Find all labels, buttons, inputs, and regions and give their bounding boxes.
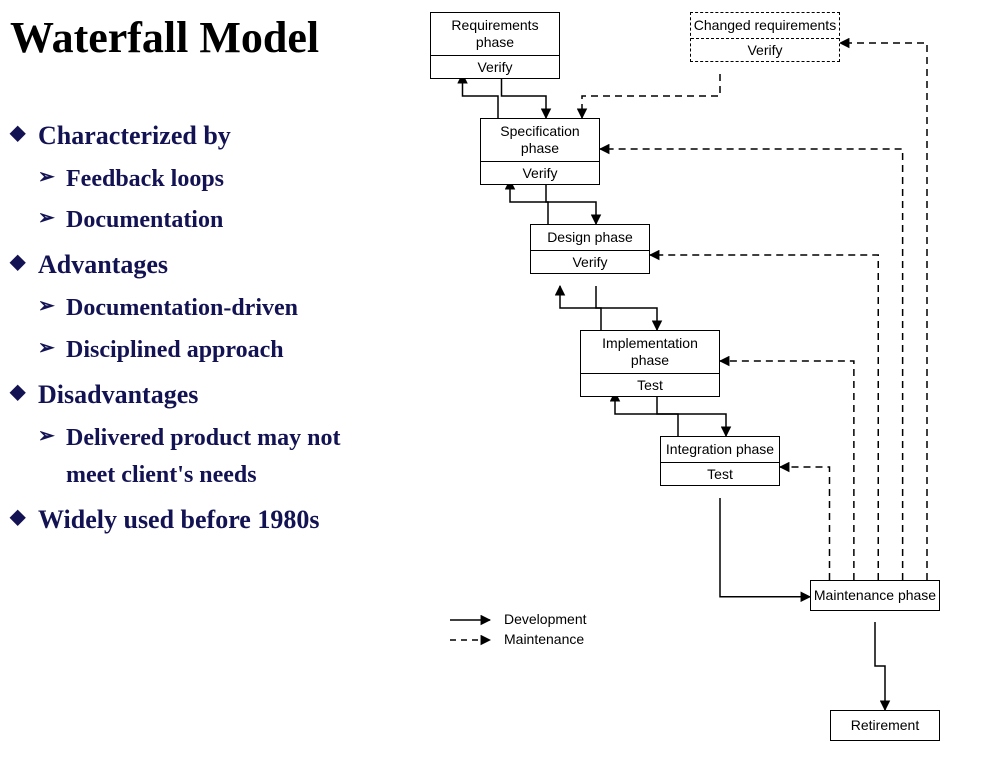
legend-label: Maintenance [504, 631, 584, 647]
node-des: Design phaseVerify [530, 224, 650, 274]
node-req: Requirements phaseVerify [430, 12, 560, 79]
node-maint: Maintenance phase [810, 580, 940, 611]
node-label: Changed requirements [691, 13, 839, 38]
waterfall-diagram: Requirements phaseVerifyChanged requirem… [380, 0, 1005, 762]
node-sublabel: Test [581, 373, 719, 396]
node-sublabel: Test [661, 462, 779, 485]
node-chg: Changed requirementsVerify [690, 12, 840, 62]
node-int: Integration phaseTest [660, 436, 780, 486]
bullet-list: Characterized by Feedback loops Documentat… [10, 110, 370, 545]
slide: Waterfall Model Characterized by Feedback… [0, 0, 1005, 762]
node-label: Integration phase [661, 437, 779, 462]
bullet-l2: Documentation [38, 202, 370, 239]
node-label: Specification phase [481, 119, 599, 161]
node-label: Retirement [831, 711, 939, 740]
node-label: Requirements phase [431, 13, 559, 55]
node-ret: Retirement [830, 710, 940, 741]
bullet-l1: Characterized by [10, 116, 370, 155]
node-label: Maintenance phase [811, 581, 939, 610]
node-label: Design phase [531, 225, 649, 250]
bullet-l2: Disciplined approach [38, 332, 370, 369]
bullet-l1: Widely used before 1980s [10, 500, 370, 539]
bullet-l1: Advantages [10, 245, 370, 284]
node-sublabel: Verify [431, 55, 559, 78]
node-label: Implementation phase [581, 331, 719, 373]
bullet-l2: Documentation-driven [38, 290, 370, 327]
node-sublabel: Verify [531, 250, 649, 273]
bullet-l1: Disadvantages [10, 375, 370, 414]
node-sublabel: Verify [691, 38, 839, 61]
slide-title: Waterfall Model [10, 12, 319, 63]
node-sublabel: Verify [481, 161, 599, 184]
node-spec: Specification phaseVerify [480, 118, 600, 185]
legend-label: Development [504, 611, 587, 627]
bullet-l2: Feedback loops [38, 161, 370, 198]
node-impl: Implementation phaseTest [580, 330, 720, 397]
bullet-l2: Delivered product may not meet client's … [38, 420, 370, 494]
